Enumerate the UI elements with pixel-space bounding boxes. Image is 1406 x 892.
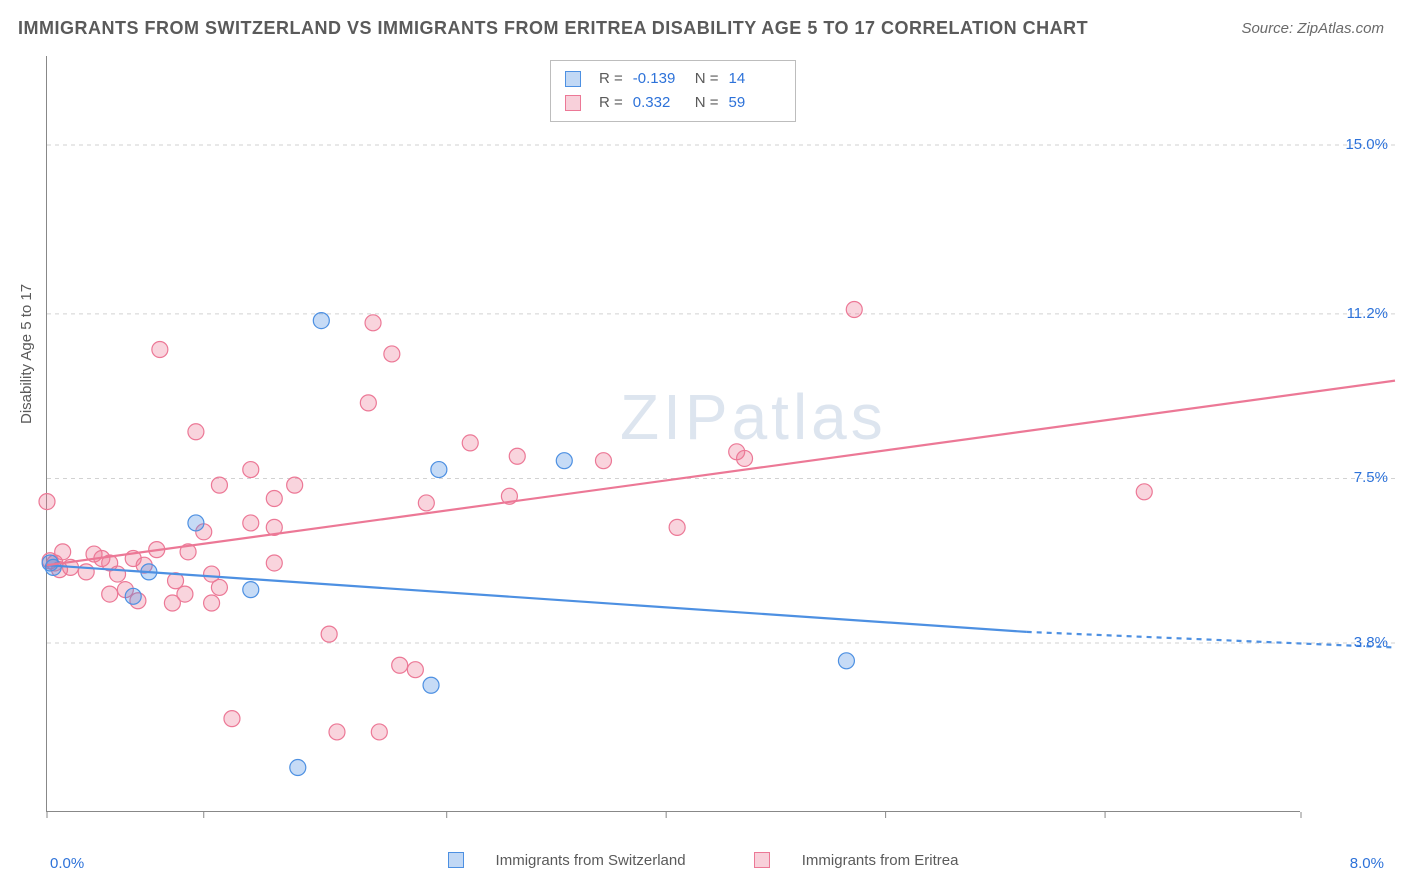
y-tick-label: 7.5% xyxy=(1354,469,1388,486)
legend-item-eritrea: Immigrants from Eritrea xyxy=(738,852,975,869)
legend-row-switzerland: R = -0.139 N = 14 xyxy=(565,67,781,91)
r-value: -0.139 xyxy=(633,67,685,91)
y-tick-label: 11.2% xyxy=(1347,305,1388,322)
n-label: N = xyxy=(695,91,719,115)
legend-row-eritrea: R = 0.332 N = 59 xyxy=(565,91,781,115)
y-tick-label: 15.0% xyxy=(1345,136,1388,153)
y-axis-label: Disability Age 5 to 17 xyxy=(18,284,35,424)
correlation-legend: R = -0.139 N = 14 R = 0.332 N = 59 xyxy=(550,60,796,122)
legend-item-switzerland: Immigrants from Switzerland xyxy=(432,852,702,869)
source-attribution: Source: ZipAtlas.com xyxy=(1241,20,1384,37)
y-tick-label: 3.8% xyxy=(1354,634,1388,651)
r-value: 0.332 xyxy=(633,91,685,115)
legend-label: Immigrants from Switzerland xyxy=(496,852,686,869)
r-label: R = xyxy=(599,67,623,91)
chart-plot-area xyxy=(46,56,1300,812)
chart-svg xyxy=(47,56,1300,811)
switzerland-swatch-icon xyxy=(448,852,464,868)
legend-label: Immigrants from Eritrea xyxy=(802,852,959,869)
switzerland-swatch-icon xyxy=(565,71,581,87)
chart-title: IMMIGRANTS FROM SWITZERLAND VS IMMIGRANT… xyxy=(18,18,1088,39)
n-value: 59 xyxy=(729,91,781,115)
eritrea-swatch-icon xyxy=(754,852,770,868)
n-value: 14 xyxy=(729,67,781,91)
series-legend: Immigrants from Switzerland Immigrants f… xyxy=(0,852,1406,873)
r-label: R = xyxy=(599,91,623,115)
eritrea-swatch-icon xyxy=(565,95,581,111)
n-label: N = xyxy=(695,67,719,91)
